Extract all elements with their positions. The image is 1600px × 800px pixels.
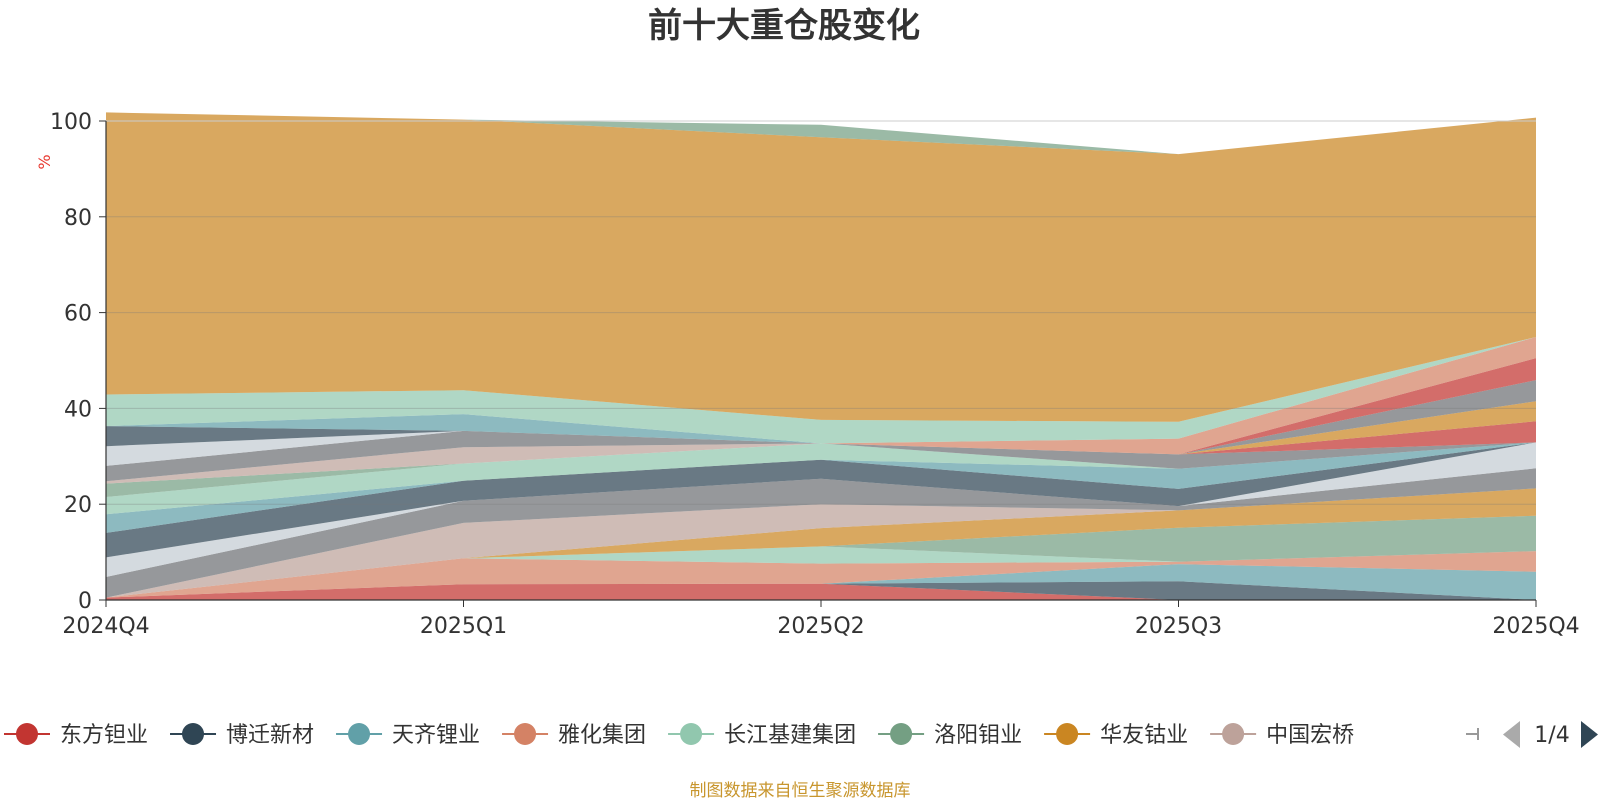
legend-marker [1056, 723, 1079, 745]
area-series-16 [106, 430, 1536, 482]
area-洛阳钼业 [106, 515, 1536, 598]
legend-marker [1222, 723, 1245, 745]
legend-item-雅化集团[interactable]: 雅化集团 [502, 723, 646, 748]
area-中国宏桥 [106, 488, 1536, 598]
legend-marker [182, 723, 205, 745]
x-tick-label: 2025Q3 [1135, 614, 1222, 639]
area-series-18 [106, 426, 1536, 455]
legend-label: 博迁新材 [226, 723, 314, 748]
legend-marker [348, 723, 371, 745]
x-tick-label: 2025Q1 [420, 614, 507, 639]
y-tick-label: 20 [64, 493, 92, 518]
y-tick-label: 80 [64, 206, 92, 231]
area-长江基建集团 [106, 546, 1536, 598]
x-tick-label: 2024Q4 [62, 614, 149, 639]
legend-next-page-icon[interactable] [1581, 721, 1598, 748]
legend-marker [514, 723, 537, 745]
x-tick-label: 2025Q2 [777, 614, 864, 639]
legend: 东方钽业 博迁新材 天齐锂业 雅化集团 长江基建集团 洛阳钼业 华友钴业 中国宏桥 1/4 [4, 721, 1598, 748]
y-axis-unit: % [35, 154, 54, 169]
y-tick-label: 60 [64, 302, 92, 327]
legend-label: 天齐锂业 [392, 723, 480, 748]
plot-areas [106, 112, 1536, 600]
legend-label: 长江基建集团 [724, 723, 856, 748]
legend-label: 雅化集团 [558, 723, 646, 748]
area-series-15 [106, 442, 1536, 484]
legend-label: 洛阳钼业 [934, 723, 1022, 748]
legend-item-中国宏桥[interactable]: 中国宏桥 [1210, 723, 1354, 748]
legend-marker [16, 723, 38, 745]
area-series-9 [106, 468, 1536, 598]
legend-label: 东方钽业 [60, 723, 148, 748]
source-note: 制图数据来自恒生聚源数据库 [690, 781, 911, 800]
axes: 0 20 40 60 80 100 2024Q4 2025Q1 2025Q2 2025Q3 2025… [50, 110, 1580, 639]
legend-item-华友钴业[interactable]: 华友钴业 [1044, 723, 1188, 748]
legend-item-东方钽业[interactable]: 东方钽业 [4, 723, 148, 748]
legend-item-博迁新材[interactable]: 博迁新材 [170, 723, 314, 748]
area-东方钽业 [106, 583, 1536, 600]
area-series-25 [106, 337, 1536, 444]
area-series-13 [106, 442, 1536, 515]
legend-item-长江基建集团[interactable]: 长江基建集团 [668, 723, 856, 748]
area-series-27 [106, 112, 1536, 155]
legend-page-indicator: 1/4 [1534, 723, 1569, 748]
legend-item-洛阳钼业[interactable]: 洛阳钼业 [878, 723, 1022, 748]
legend-prev-page-icon[interactable] [1503, 721, 1520, 748]
area-series-24 [106, 337, 1536, 444]
legend-marker [680, 723, 703, 745]
area-华友钴业 [106, 488, 1536, 598]
legend-label: 中国宏桥 [1266, 723, 1354, 748]
y-tick-label: 0 [78, 589, 92, 614]
area-series-11 [106, 442, 1536, 558]
area-series-12 [106, 442, 1536, 533]
area-博迁新材 [106, 581, 1536, 600]
area-天齐锂业 [106, 564, 1536, 600]
area-series-14 [106, 442, 1536, 497]
area-雅化集团 [106, 551, 1536, 598]
area-series-26 [106, 112, 1536, 422]
chart-title: 前十大重仓股变化 [648, 6, 920, 46]
legend-item-天齐锂业[interactable]: 天齐锂业 [336, 723, 480, 748]
y-tick-label: 100 [50, 110, 92, 135]
y-tick-label: 40 [64, 397, 92, 422]
legend-marker [890, 723, 913, 745]
legend-label: 华友钴业 [1100, 723, 1188, 748]
x-tick-label: 2025Q4 [1492, 614, 1579, 639]
